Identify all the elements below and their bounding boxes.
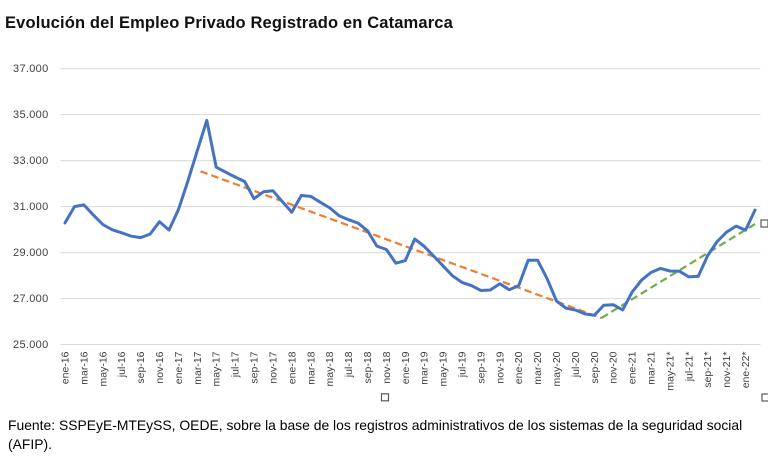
svg-text:27.000: 27.000 [13,293,48,305]
svg-text:may-16: may-16 [97,351,109,386]
svg-text:may-19: may-19 [438,351,450,386]
svg-text:may-21*: may-21* [664,352,676,391]
svg-text:31.000: 31.000 [13,201,48,213]
svg-text:ene-16: ene-16 [60,351,72,384]
svg-text:ene-17: ene-17 [173,351,185,384]
svg-text:ene-19: ene-19 [400,351,412,384]
svg-text:mar-20: mar-20 [532,351,544,384]
svg-text:nov-21*: nov-21* [721,352,733,388]
svg-text:25.000: 25.000 [13,339,48,351]
svg-text:sep-16: sep-16 [135,351,147,383]
svg-text:sep-20: sep-20 [589,351,601,383]
svg-text:nov-17: nov-17 [267,351,279,383]
svg-text:jul-20: jul-20 [570,351,582,378]
svg-text:jul-21*: jul-21* [683,352,695,383]
svg-text:nov-18: nov-18 [381,351,393,383]
svg-text:ene-18: ene-18 [286,351,298,384]
svg-text:nov-20: nov-20 [608,351,620,383]
svg-text:33.000: 33.000 [13,155,48,167]
svg-text:35.000: 35.000 [13,109,48,121]
svg-text:sep-21*: sep-21* [702,352,714,388]
svg-text:sep-17: sep-17 [249,351,261,383]
svg-text:may-17: may-17 [211,351,223,386]
svg-text:ene-22*: ene-22* [740,352,752,389]
svg-text:may-18: may-18 [324,351,336,386]
svg-text:ene-21: ene-21 [627,351,639,384]
svg-text:29.000: 29.000 [13,247,48,259]
svg-text:may-20: may-20 [551,351,563,386]
svg-text:mar-21: mar-21 [646,351,658,384]
svg-text:jul-18: jul-18 [343,351,355,378]
svg-text:nov-19: nov-19 [494,351,506,383]
svg-text:ene-20: ene-20 [513,351,525,384]
svg-text:nov-16: nov-16 [154,351,166,383]
svg-text:sep-19: sep-19 [475,351,487,383]
svg-text:jul-16: jul-16 [116,351,128,378]
svg-text:jul-19: jul-19 [457,351,469,378]
svg-text:37.000: 37.000 [13,63,48,75]
svg-text:jul-17: jul-17 [230,351,242,378]
svg-text:mar-19: mar-19 [419,351,431,384]
svg-text:mar-16: mar-16 [78,351,90,384]
svg-text:mar-18: mar-18 [305,351,317,384]
svg-text:sep-18: sep-18 [362,351,374,383]
svg-text:mar-17: mar-17 [192,351,204,384]
